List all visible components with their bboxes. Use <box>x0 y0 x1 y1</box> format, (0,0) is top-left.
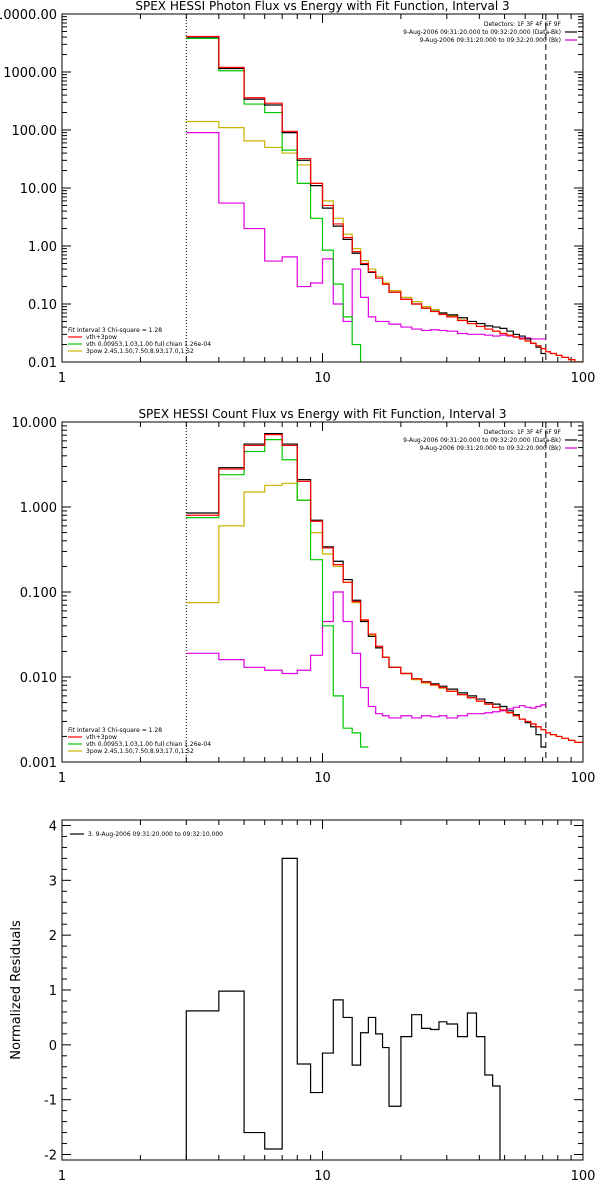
series-background <box>186 591 546 719</box>
series-vth+3pow <box>186 35 583 362</box>
y-tick-label: 4 <box>49 819 57 834</box>
legend-bottom-entry: vth 0.00953,1.03,1.00 full chian 1.26e-0… <box>86 341 211 348</box>
legend-top-entry: Detectors: 1F 3F 4F 6F 9F <box>484 429 562 436</box>
y-tick-label: 0.01 <box>28 356 57 371</box>
plot-frame <box>61 819 584 1161</box>
y-tick-label: 3 <box>49 874 57 889</box>
x-tick-label: 100 <box>571 371 596 386</box>
y-tick-label: 10.00 <box>20 182 57 197</box>
legend-top-entry: Detectors: 1F 3F 4F 6F 9F <box>484 21 562 28</box>
legend-bottom-entry: Fit Interval 3 Chi-square = 1.28 <box>68 727 162 734</box>
y-tick-label: 0.10 <box>28 298 57 313</box>
x-tick-label: 100 <box>571 1169 596 1184</box>
y-tick-label: -1 <box>44 1094 57 1109</box>
x-tick-label: 10 <box>314 371 331 386</box>
y-tick-label: 10000.00 <box>0 8 57 23</box>
legend-bottom-entry: vth 0.00953,1.03,1.00 full chian 1.26e-0… <box>86 741 211 748</box>
legend-top-entry: 9-Aug-2006 09:31:20.000 to 09:32:20.000 … <box>403 29 561 36</box>
plot-frame <box>61 13 584 363</box>
y-tick-label: 0.001 <box>20 756 57 771</box>
x-tick-label: 10 <box>314 1169 331 1184</box>
series-3pow <box>186 120 583 362</box>
legend-bottom-entry: Fit Interval 3 Chi-square = 1.28 <box>68 327 162 334</box>
y-tick-label: 1.00 <box>28 240 57 255</box>
y-tick-label: 1 <box>49 984 57 999</box>
legend-top-entry: 9-Aug-2006 09:31:20.000 to 09:32:20.000 … <box>419 445 561 452</box>
y-tick-label: -2 <box>44 1149 57 1164</box>
plot-frame <box>61 421 584 763</box>
series-vth <box>186 37 362 362</box>
series-3pow <box>186 482 583 744</box>
x-tick-label: 1 <box>58 371 66 386</box>
legend-bottom-entry: 3pow 2.45,1.50,7.50,8.93,17.0,1.52 <box>86 348 194 355</box>
legend-bottom-entry: 3pow 2.45,1.50,7.50,8.93,17.0,1.52 <box>86 748 194 755</box>
y-tick-label: 100.00 <box>12 124 58 139</box>
chart-panel-2: SPEX HESSI Count Flux vs Energy with Fit… <box>12 407 596 786</box>
y-tick-label: 0.100 <box>20 586 57 601</box>
y-tick-label: 0.010 <box>20 671 57 686</box>
chart-panel-3: Normalized Residuals 1 10 100 -2 -1 0 1 2 3 4 3. 9-… <box>9 819 595 1184</box>
x-tick-label: 1 <box>58 771 66 786</box>
y-axis-label: Normalized Residuals <box>9 920 24 1060</box>
legend-bottom-entry: vth+3pow <box>86 334 117 341</box>
y-tick-label: 1.000 <box>20 501 57 516</box>
y-tick-label: 1000.00 <box>3 66 57 81</box>
legend-top-entry: 9-Aug-2006 09:31:20.000 to 09:32:20.000 … <box>403 437 561 444</box>
y-tick-label: 10.000 <box>12 416 58 431</box>
series-background <box>186 132 546 340</box>
y-tick-label: 0 <box>49 1039 57 1054</box>
x-tick-label: 10 <box>314 771 331 786</box>
legend-top-entry: 3. 9-Aug-2006 09:31:20.000 to 09:32:10.0… <box>88 831 223 838</box>
y-tick-label: 2 <box>49 929 57 944</box>
legend-top-entry: 9-Aug-2006 09:31:20.000 to 09:32:20.000 … <box>419 37 561 44</box>
x-tick-label: 1 <box>58 1169 66 1184</box>
series-data <box>186 36 546 355</box>
legend-bottom-entry: vth+3pow <box>86 734 117 741</box>
chart-panel-1: SPEX HESSI Photon Flux vs Energy with Fi… <box>0 0 595 386</box>
series-vth+3pow <box>186 434 583 744</box>
chart-title: SPEX HESSI Photon Flux vs Energy with Fi… <box>135 0 509 13</box>
series-residuals <box>185 857 501 1160</box>
series-data <box>186 433 546 748</box>
chart-title: SPEX HESSI Count Flux vs Energy with Fit… <box>138 407 506 421</box>
x-tick-label: 100 <box>571 771 596 786</box>
